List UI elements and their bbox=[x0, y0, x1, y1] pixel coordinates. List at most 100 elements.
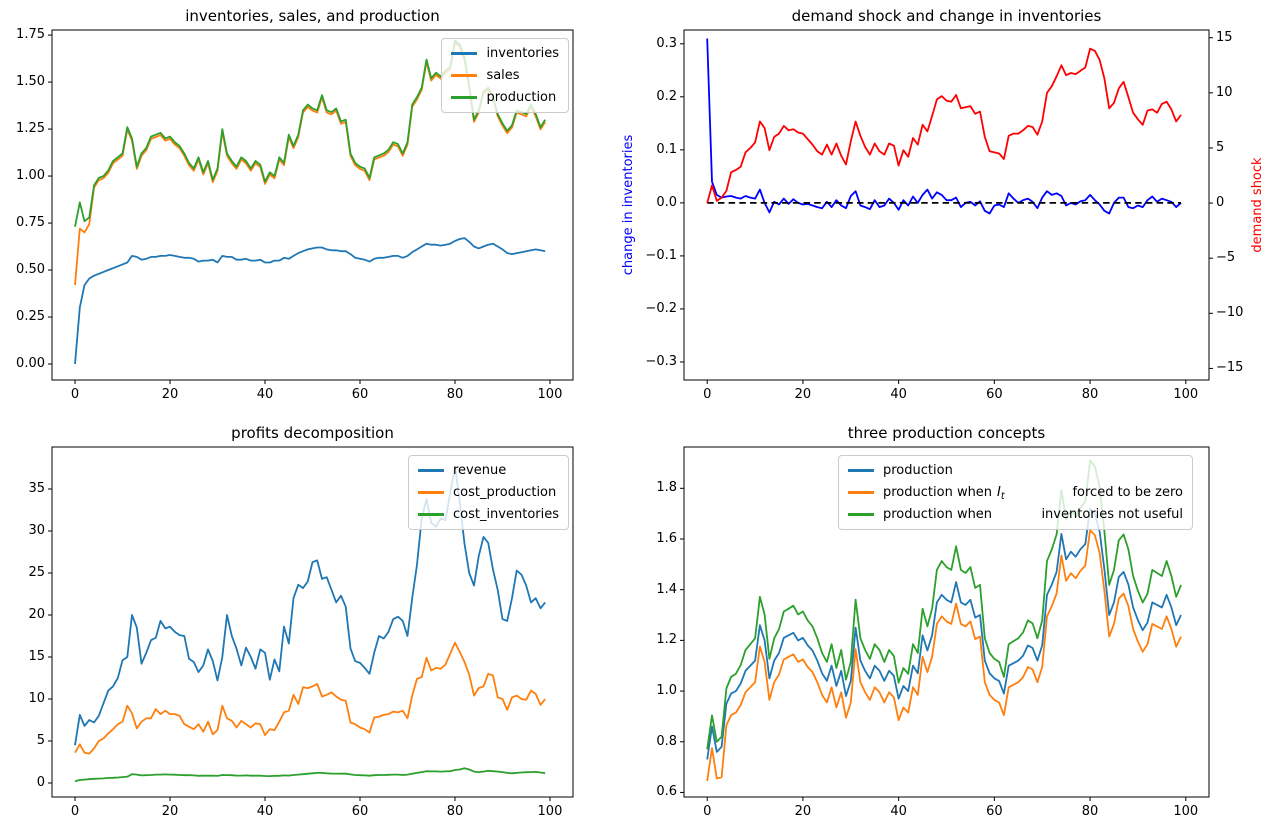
legend-line-swatch bbox=[848, 513, 874, 516]
x-tick-label: 100 bbox=[1173, 804, 1199, 819]
legend: inventories sales production bbox=[441, 38, 569, 113]
y-tick-label: 0 bbox=[36, 774, 45, 790]
y-tick-label: 0.25 bbox=[16, 309, 45, 325]
legend-label: cost_inventories bbox=[452, 507, 559, 522]
legend: revenue cost_production cost_inventories bbox=[407, 455, 569, 530]
chart-title: demand shock and change in inventories bbox=[791, 7, 1102, 25]
math-variable: I bbox=[997, 485, 1001, 500]
x-tick-label: 100 bbox=[537, 804, 563, 819]
series-cost-production bbox=[74, 641, 546, 755]
series-cost-inventories bbox=[74, 767, 546, 783]
y-tick-label: 0.75 bbox=[16, 215, 45, 231]
x-tick-label: 60 bbox=[986, 387, 1003, 402]
y-tick-label: 0.8 bbox=[656, 733, 677, 749]
legend-label: production bbox=[883, 463, 953, 478]
legend-entry: revenue bbox=[417, 461, 559, 480]
y-tick-label: −0.3 bbox=[645, 353, 677, 369]
y-tick-label: 0.0 bbox=[656, 194, 677, 210]
legend-label: production bbox=[486, 90, 557, 105]
x-tick-label: 20 bbox=[794, 387, 812, 402]
x-tick-label: 20 bbox=[161, 804, 179, 819]
y-tick-label: 15 bbox=[28, 648, 45, 664]
y-tick-label: −0.2 bbox=[645, 300, 677, 316]
legend-line-swatch bbox=[417, 513, 444, 516]
x-tick-label: 20 bbox=[794, 804, 812, 819]
x-tick-label: 100 bbox=[1173, 387, 1199, 402]
y-tick-label: 20 bbox=[28, 606, 45, 622]
legend-line-swatch bbox=[417, 491, 444, 494]
y-tick-label: 1.6 bbox=[656, 530, 677, 546]
x-tick-label: 0 bbox=[703, 804, 712, 819]
x-tick-label: 60 bbox=[986, 804, 1003, 819]
legend-label: production when inventories not useful bbox=[883, 507, 1183, 522]
y-tick-label: 30 bbox=[28, 522, 45, 538]
x-tick-label: 0 bbox=[70, 387, 80, 402]
x-tick-label: 60 bbox=[351, 804, 369, 819]
y-tick-label: 10 bbox=[28, 690, 45, 706]
y-tick-label: 0.50 bbox=[16, 262, 45, 278]
axes-spines bbox=[51, 446, 574, 798]
y-tick-label: 1.4 bbox=[656, 581, 677, 597]
x-tick-label: 80 bbox=[446, 804, 464, 819]
y-tick-label: 0.3 bbox=[656, 35, 677, 51]
legend-label: sales bbox=[486, 68, 520, 83]
legend-line-swatch bbox=[848, 491, 874, 494]
y-tick-label: 5 bbox=[36, 732, 45, 748]
y-tick-label-right: −15 bbox=[1216, 360, 1244, 376]
y-tick-label-right: −5 bbox=[1216, 250, 1236, 266]
axes-spines bbox=[51, 29, 574, 381]
x-tick-label: 80 bbox=[1081, 387, 1099, 402]
x-tick-label: 0 bbox=[70, 804, 80, 819]
series-change-in-inventories bbox=[706, 38, 1182, 215]
chart-title: profits decomposition bbox=[231, 424, 394, 442]
y-tick-label-right: 15 bbox=[1216, 29, 1233, 45]
x-tick-label: 0 bbox=[703, 387, 712, 402]
y-tick-label: 1.00 bbox=[16, 168, 45, 184]
legend-label-text: production when bbox=[883, 485, 993, 500]
legend-label-text: inventories not useful bbox=[1041, 507, 1183, 522]
legend-entry: inventories bbox=[451, 44, 559, 63]
x-tick-label: 80 bbox=[446, 387, 464, 402]
series-production bbox=[706, 507, 1182, 760]
y-tick-label: 25 bbox=[28, 564, 45, 580]
legend-label: inventories bbox=[486, 46, 559, 61]
series-inventories bbox=[74, 237, 546, 365]
legend-entry: cost_inventories bbox=[417, 505, 559, 524]
y-tick-label: 0.00 bbox=[16, 356, 45, 372]
x-tick-label: 40 bbox=[890, 387, 907, 402]
legend-line-swatch bbox=[848, 469, 874, 472]
y-tick-label-right: 0 bbox=[1216, 195, 1225, 211]
x-tick-label: 40 bbox=[890, 804, 907, 819]
axes-spines bbox=[683, 446, 1210, 798]
y-tick-label: 35 bbox=[28, 480, 45, 496]
x-tick-label: 100 bbox=[537, 387, 563, 402]
legend-entry: production bbox=[451, 88, 559, 107]
y-tick-label-right: 5 bbox=[1216, 139, 1225, 155]
series-revenue bbox=[74, 465, 546, 746]
x-tick-label: 40 bbox=[256, 387, 274, 402]
y-tick-label: 1.0 bbox=[656, 683, 677, 699]
chart-title: inventories, sales, and production bbox=[185, 7, 440, 25]
legend-entry: production bbox=[848, 461, 1183, 480]
legend-entry: production when inventories not useful bbox=[848, 505, 1183, 524]
y-tick-label: 1.25 bbox=[16, 121, 45, 137]
y-tick-label: −0.1 bbox=[645, 247, 677, 263]
y-tick-label: 0.1 bbox=[656, 141, 677, 157]
axes-spines bbox=[683, 29, 1210, 381]
y-axis-label-right: demand shock bbox=[1250, 157, 1265, 253]
y-tick-label: 0.6 bbox=[656, 784, 677, 800]
legend-line-swatch bbox=[417, 469, 444, 472]
legend-label: revenue bbox=[452, 463, 507, 478]
legend-label-text: production when bbox=[883, 507, 993, 522]
x-tick-label: 80 bbox=[1081, 804, 1099, 819]
x-tick-label: 60 bbox=[351, 387, 369, 402]
legend-line-swatch bbox=[451, 74, 478, 77]
y-tick-label: 1.75 bbox=[16, 27, 45, 43]
y-tick-label-right: 10 bbox=[1216, 84, 1233, 100]
math-subscript: t bbox=[1000, 491, 1005, 502]
